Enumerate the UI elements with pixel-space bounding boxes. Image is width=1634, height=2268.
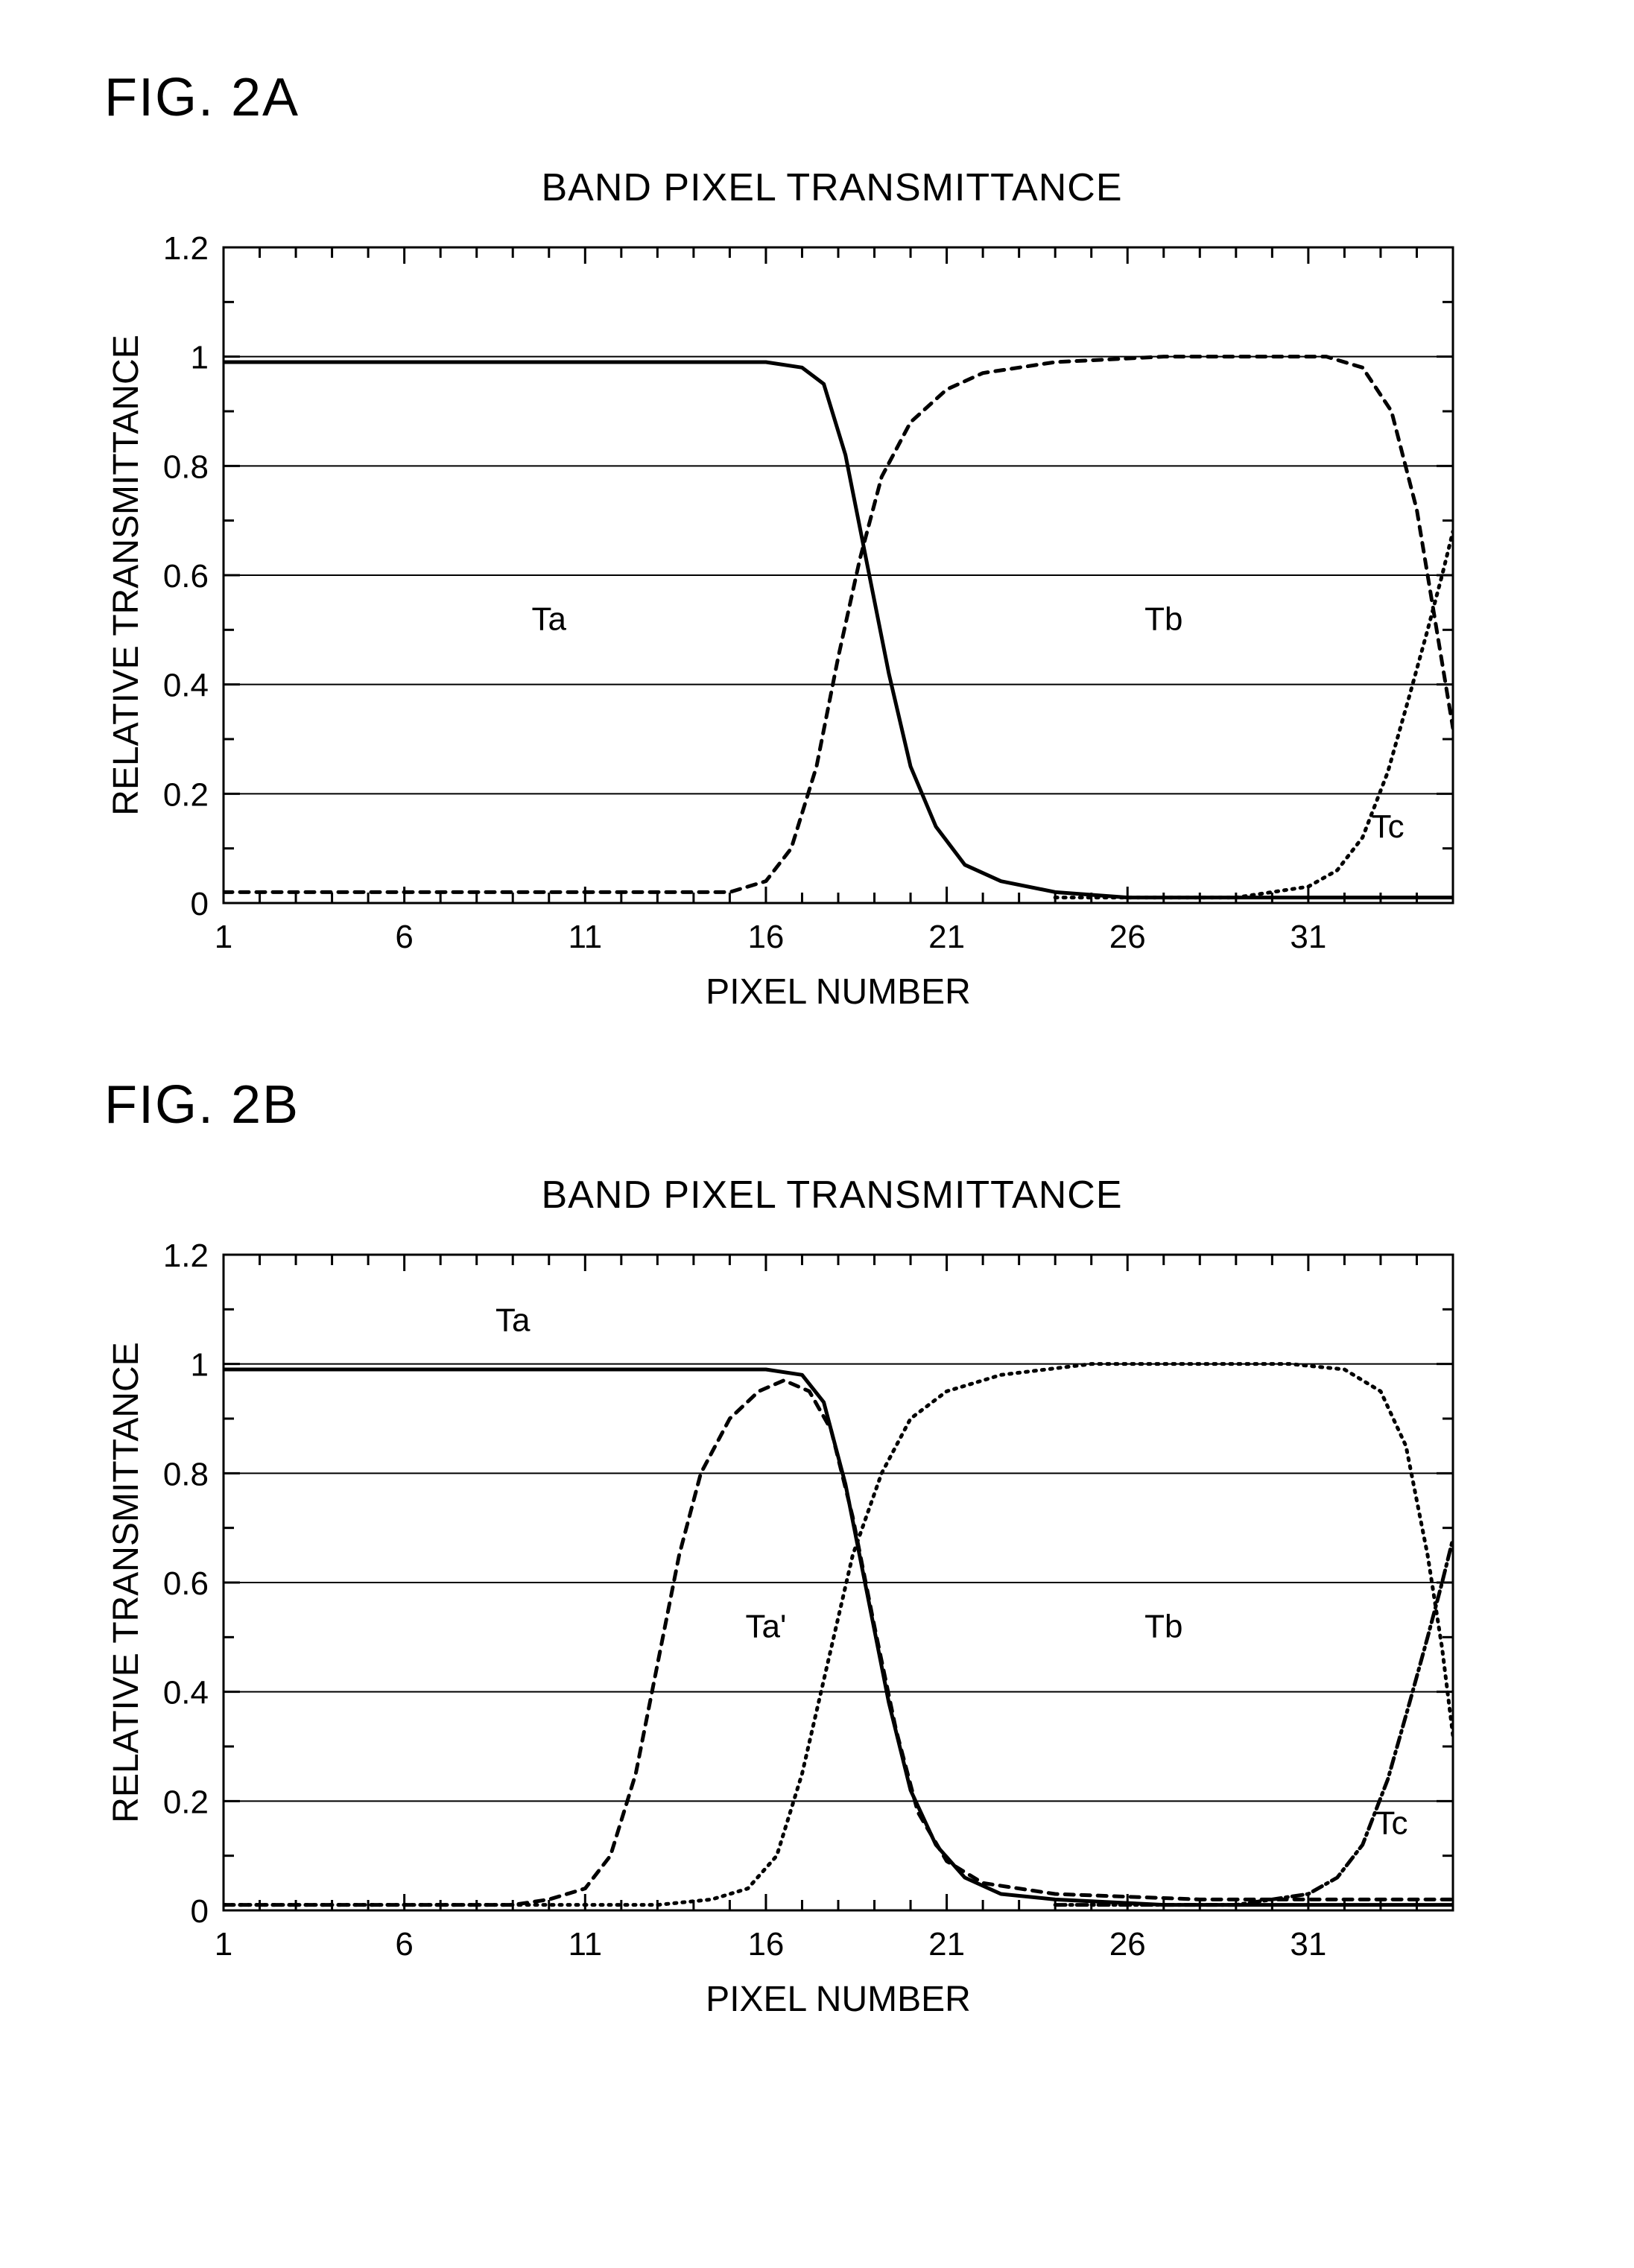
x-tick-label: 21 [928, 919, 965, 955]
x-tick-label: 21 [928, 1926, 965, 1963]
y-tick-label: 0.4 [163, 1675, 209, 1711]
y-tick-label: 1.2 [163, 1238, 209, 1274]
series-label-Tb: Tb [1144, 1608, 1182, 1644]
x-tick-label: 16 [747, 919, 784, 955]
series-label-Ta: Ta [532, 601, 567, 637]
y-tick-label: 0.8 [163, 1456, 209, 1492]
y-tick-label: 0.4 [163, 668, 209, 704]
x-axis-label: PIXEL NUMBER [706, 1980, 971, 2019]
series-label-Ta: Ta [495, 1302, 531, 1339]
y-axis-label: RELATIVE TRANSMITTANCE [107, 1342, 146, 1822]
x-tick-label: 31 [1290, 919, 1326, 955]
y-tick-label: 0.6 [163, 1565, 209, 1602]
y-tick-label: 0 [191, 1893, 209, 1930]
x-tick-label: 11 [568, 919, 602, 955]
y-tick-label: 0 [191, 886, 209, 922]
y-tick-label: 0.2 [163, 1784, 209, 1820]
x-tick-label: 26 [1109, 1926, 1146, 1963]
x-tick-label: 1 [215, 1926, 232, 1963]
y-tick-label: 0.6 [163, 558, 209, 595]
x-tick-label: 6 [395, 1926, 413, 1963]
y-tick-label: 0.8 [163, 449, 209, 485]
x-axis-label: PIXEL NUMBER [706, 972, 971, 1012]
series-label-Ta': Ta' [746, 1608, 787, 1644]
y-tick-label: 1 [191, 1347, 209, 1384]
y-axis-label: RELATIVE TRANSMITTANCE [107, 335, 146, 815]
series-label-Tc: Tc [1372, 808, 1405, 845]
x-tick-label: 16 [747, 1926, 784, 1963]
y-tick-label: 1.2 [163, 230, 209, 267]
series-label-Tb: Tb [1144, 601, 1182, 637]
x-tick-label: 11 [568, 1926, 602, 1963]
x-tick-label: 1 [215, 919, 232, 955]
chart-svg: 16111621263100.20.40.60.811.2PIXEL NUMBE… [104, 225, 1475, 1022]
x-tick-label: 31 [1290, 1926, 1326, 1963]
figure-a-label: FIG. 2A [104, 67, 1559, 128]
series-label-Tc: Tc [1375, 1805, 1408, 1841]
x-tick-label: 26 [1109, 919, 1146, 955]
y-tick-label: 1 [191, 340, 209, 376]
chart-svg: 16111621263100.20.40.60.811.2PIXEL NUMBE… [104, 1232, 1475, 2030]
figure-b-chart: 16111621263100.20.40.60.811.2PIXEL NUMBE… [104, 1232, 1559, 2030]
y-tick-label: 0.2 [163, 776, 209, 813]
figure-b-label: FIG. 2B [104, 1074, 1559, 1135]
figure-b-title: BAND PIXEL TRANSMITTANCE [104, 1173, 1559, 1217]
figure-a-title: BAND PIXEL TRANSMITTANCE [104, 165, 1559, 210]
x-tick-label: 6 [395, 919, 413, 955]
figure-a-chart: 16111621263100.20.40.60.811.2PIXEL NUMBE… [104, 225, 1559, 1022]
